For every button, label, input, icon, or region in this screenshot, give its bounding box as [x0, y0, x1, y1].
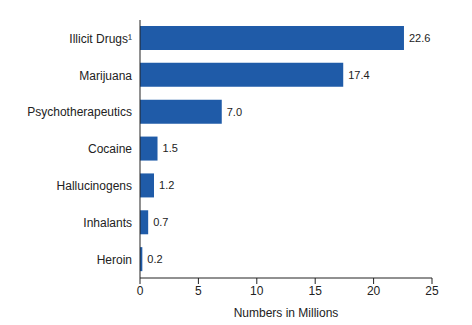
svg-text:10: 10 [250, 284, 264, 298]
svg-text:Numbers in Millions: Numbers in Millions [234, 306, 339, 317]
svg-text:7.0: 7.0 [227, 106, 242, 118]
svg-text:Cocaine: Cocaine [88, 142, 132, 156]
svg-text:Inhalants: Inhalants [83, 216, 132, 230]
svg-text:Illicit Drugs¹: Illicit Drugs¹ [69, 32, 132, 46]
svg-text:1.2: 1.2 [159, 179, 174, 191]
svg-text:25: 25 [425, 284, 439, 298]
svg-text:22.6: 22.6 [409, 32, 430, 44]
svg-text:0.7: 0.7 [153, 216, 168, 228]
svg-text:15: 15 [309, 284, 323, 298]
svg-text:Heroin: Heroin [97, 253, 132, 267]
svg-text:Psychotherapeutics: Psychotherapeutics [27, 105, 132, 119]
svg-text:17.4: 17.4 [348, 69, 369, 81]
svg-text:20: 20 [367, 284, 381, 298]
svg-text:0.2: 0.2 [147, 253, 162, 265]
svg-text:5: 5 [195, 284, 202, 298]
svg-text:Hallucinogens: Hallucinogens [57, 179, 132, 193]
svg-text:Marijuana: Marijuana [79, 69, 132, 83]
svg-text:0: 0 [137, 284, 144, 298]
svg-text:1.5: 1.5 [163, 142, 178, 154]
